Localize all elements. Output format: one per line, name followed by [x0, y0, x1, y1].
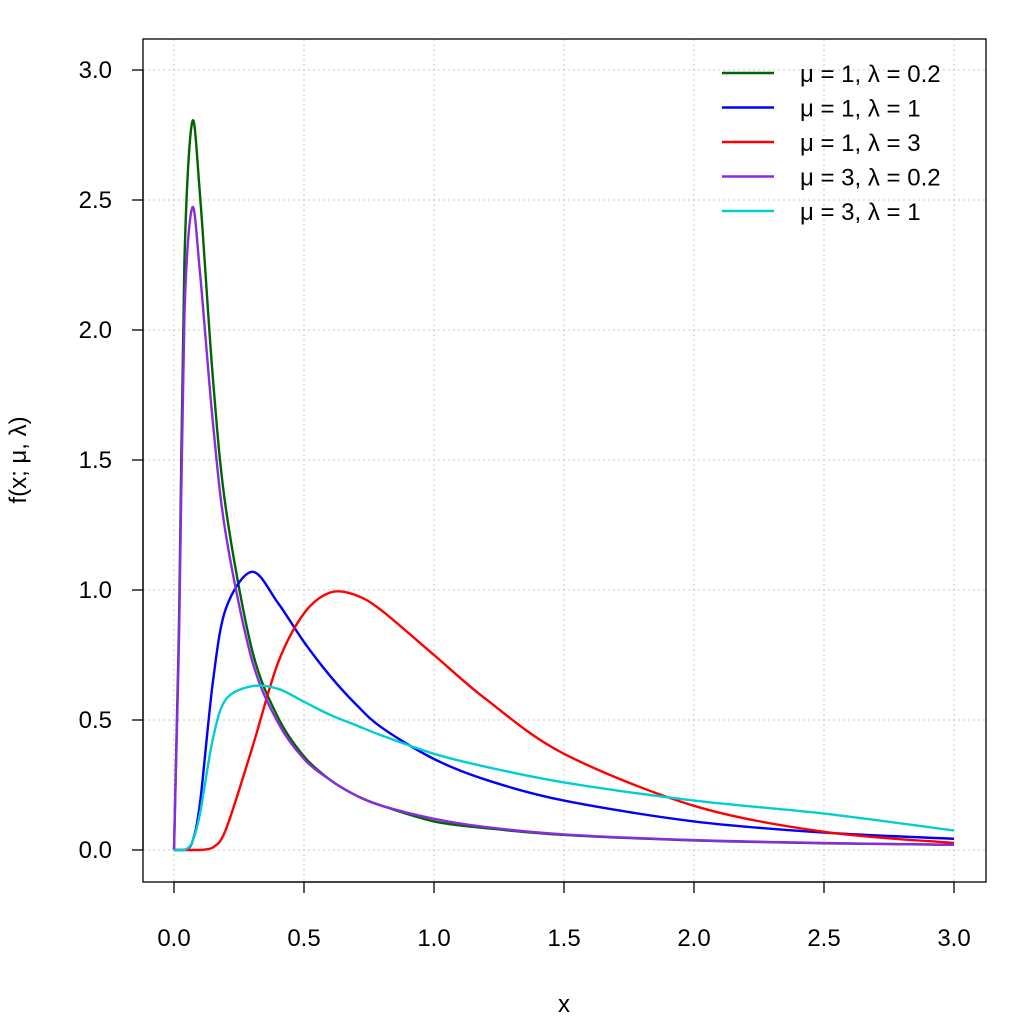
x-tick-label: 0.0	[157, 925, 190, 952]
x-tick-label: 2.0	[677, 925, 710, 952]
y-axis: 0.0 0.5 1.0 1.5 2.0 2.5 3.0	[79, 57, 144, 864]
legend-label-5: μ = 3, λ = 1	[800, 199, 921, 226]
legend-label-3: μ = 1, λ = 3	[800, 130, 921, 157]
series-line-3	[173, 590, 955, 852]
legend: μ = 1, λ = 0.2 μ = 1, λ = 1 μ = 1, λ = 3 μ …	[722, 61, 941, 226]
legend-label-2: μ = 1, λ = 1	[800, 96, 921, 123]
y-tick-label: 2.5	[79, 187, 112, 214]
legend-label-4: μ = 3, λ = 0.2	[800, 165, 941, 192]
x-tick-label: 1.0	[417, 925, 450, 952]
x-tick-label: 0.5	[287, 925, 320, 952]
x-axis-title: x	[558, 991, 570, 1018]
x-tick-label: 1.5	[547, 925, 580, 952]
y-tick-label: 0.5	[79, 707, 112, 734]
legend-label-1: μ = 1, λ = 0.2	[800, 61, 941, 88]
y-tick-label: 0.0	[79, 837, 112, 864]
y-tick-label: 1.0	[79, 577, 112, 604]
x-axis: 0.0 0.5 1.0 1.5 2.0 2.5 3.0	[157, 881, 971, 952]
y-axis-title: f(x; μ, λ)	[5, 416, 32, 503]
grid	[143, 39, 986, 882]
y-tick-label: 2.0	[79, 317, 112, 344]
series-line-4	[172, 205, 955, 851]
x-tick-label: 2.5	[807, 925, 840, 952]
x-tick-label: 3.0	[937, 925, 970, 952]
y-tick-label: 1.5	[79, 447, 112, 474]
y-tick-label: 3.0	[79, 57, 112, 84]
series-line-5	[173, 684, 955, 852]
series-lines	[172, 119, 955, 852]
